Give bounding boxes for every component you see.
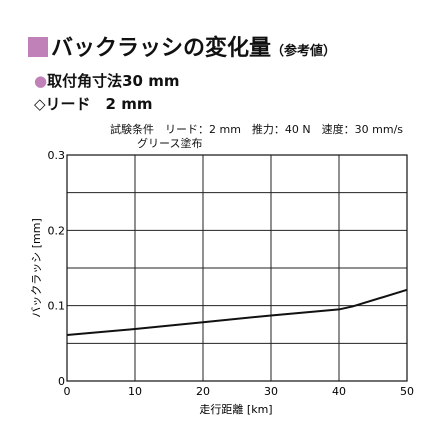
backlash-series-line [66,288,408,337]
y-axis-label: バックラッシ [mm] [30,218,43,318]
title-note: （参考値） [271,44,337,59]
x-axis-label: 走行距離 [km] [199,402,272,416]
title-square-icon [28,37,48,57]
circle-bullet-icon: ● [34,72,48,90]
y-tick-label: 0.2 [48,224,66,237]
x-tick-label: 20 [196,385,210,398]
test-conditions-line1: 試験条件 リード：2 mm 推力：40 N 速度：30 mm/s [110,123,404,136]
x-tick-label: 50 [400,385,414,398]
test-conditions: 試験条件 リード：2 mm 推力：40 N 速度：30 mm/s グリース塗布 [110,123,403,151]
mount-size-spec: ●取付角寸法30 mm [34,70,179,91]
y-tick-label: 0.3 [48,149,66,162]
x-tick-label: 30 [264,385,278,398]
mount-size-text: 取付角寸法30 mm [47,72,180,90]
y-tick-label: 0.1 [48,300,66,313]
x-tick-label: 0 [64,385,71,398]
chart-title: バックラッシの変化量 [51,36,272,61]
plot-frame [66,154,408,382]
test-conditions-line2: グリース塗布 [137,137,203,150]
y-tick-label: 0 [58,375,65,388]
x-tick-label: 10 [128,385,142,398]
chart-title-block: バックラッシの変化量（参考値） [28,30,336,62]
x-tick-label: 40 [332,385,346,398]
lead-spec: ◇リード 2 mm [34,95,153,113]
